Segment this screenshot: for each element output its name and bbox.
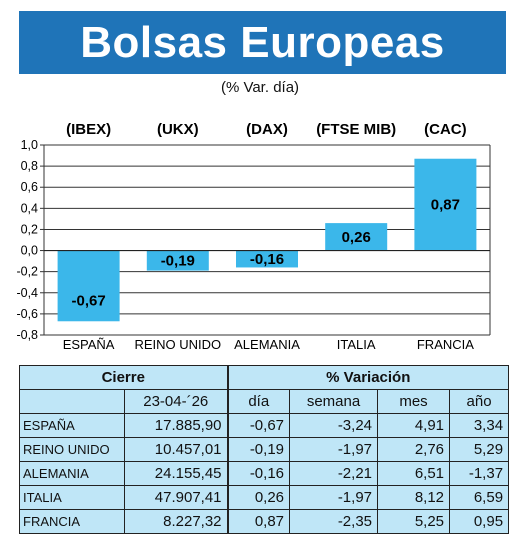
header-date: 23-04-´26 (123, 389, 229, 414)
row-close: 17.885,90 (123, 413, 229, 438)
row-dia: -0,19 (226, 437, 291, 462)
table-row: ESPAÑA 17.885,90 -0,67 -3,24 4,91 3,34 (19, 413, 510, 438)
title-banner: Bolsas Europeas (19, 11, 506, 74)
table-column-header-row: 23-04-´26 día semana mes año (19, 389, 510, 414)
row-close: 8.227,32 (123, 509, 229, 534)
index-label: (FTSE MIB) (316, 121, 396, 138)
index-label: (IBEX) (66, 121, 111, 138)
table-row: ALEMANIA 24.155,45 -0,16 -2,21 6,51 -1,3… (19, 461, 510, 486)
y-tick-label: -0,2 (16, 265, 38, 279)
row-close: 47.907,41 (123, 485, 229, 510)
x-category-label: ITALIA (337, 337, 376, 352)
header-cierre: Cierre (18, 365, 229, 390)
row-semana: -1,97 (289, 437, 379, 462)
row-dia: -0,16 (226, 461, 291, 486)
bar (146, 250, 209, 271)
row-mes: 8,12 (377, 485, 451, 510)
x-category-label: REINO UNIDO (134, 337, 221, 352)
quotes-table: Cierre % Variación 23-04-´26 día semana … (18, 365, 510, 534)
table-row: REINO UNIDO 10.457,01 -0,19 -1,97 2,76 5… (19, 437, 510, 462)
row-country: FRANCIA (19, 509, 125, 534)
index-label: (DAX) (246, 121, 288, 138)
row-semana: -2,35 (289, 509, 379, 534)
row-dia: 0,26 (226, 485, 291, 510)
y-tick-label: 0,0 (21, 244, 38, 258)
row-mes: 4,91 (377, 413, 451, 438)
header-dia: día (226, 389, 291, 414)
page-title: Bolsas Europeas (80, 17, 445, 67)
y-tick-label: 0,8 (21, 159, 38, 173)
bar-value-label: -0,16 (250, 251, 284, 268)
header-variacion: % Variación (226, 365, 510, 390)
index-label: (UKX) (157, 121, 199, 138)
bar (414, 158, 477, 251)
row-semana: -2,21 (289, 461, 379, 486)
row-country: REINO UNIDO (19, 437, 125, 462)
row-mes: 6,51 (377, 461, 451, 486)
row-country: ESPAÑA (19, 413, 125, 438)
row-semana: -3,24 (289, 413, 379, 438)
y-tick-label: -0,4 (16, 286, 38, 300)
y-tick-label: 0,4 (21, 201, 38, 215)
row-mes: 2,76 (377, 437, 451, 462)
row-anio: 5,29 (449, 437, 510, 462)
row-dia: 0,87 (226, 509, 291, 534)
row-anio: 0,95 (449, 509, 510, 534)
row-anio: -1,37 (449, 461, 510, 486)
row-dia: -0,67 (226, 413, 291, 438)
table-row: FRANCIA 8.227,32 0,87 -2,35 5,25 0,95 (19, 509, 510, 534)
index-label: (CAC) (424, 121, 467, 138)
y-tick-label: 1,0 (21, 138, 38, 152)
table-row: ITALIA 47.907,41 0,26 -1,97 8,12 6,59 (19, 485, 510, 510)
table-group-header-row: Cierre % Variación (18, 365, 510, 390)
y-tick-label: 0,6 (21, 180, 38, 194)
y-tick-label: -0,8 (16, 328, 38, 342)
header-anio: año (449, 389, 510, 414)
y-tick-label: 0,2 (21, 222, 38, 236)
x-category-label: ESPAÑA (63, 337, 115, 352)
header-mes: mes (377, 389, 451, 414)
row-country: ALEMANIA (19, 461, 125, 486)
bar (325, 223, 388, 251)
bar (236, 250, 298, 268)
bar-value-label: 0,26 (342, 229, 371, 246)
row-anio: 3,34 (449, 413, 510, 438)
y-tick-label: -0,6 (16, 307, 38, 321)
row-close: 10.457,01 (123, 437, 229, 462)
x-category-label: FRANCIA (417, 337, 474, 352)
bar-value-label: -0,67 (71, 292, 105, 309)
chart-subtitle: (% Var. día) (220, 79, 300, 96)
bar-value-label: -0,19 (161, 253, 195, 270)
row-semana: -1,97 (289, 485, 379, 510)
x-category-label: ALEMANIA (234, 337, 300, 352)
row-close: 24.155,45 (123, 461, 229, 486)
bar-value-label: 0,87 (431, 197, 460, 214)
row-mes: 5,25 (377, 509, 451, 534)
bar-chart: 1,0 0,8 0,6 0,4 0,2 0,0 -0,2 -0,4 -0,6 -0,8 -0,67 (… (16, 121, 491, 352)
header-empty-cell (19, 389, 125, 414)
header-semana: semana (289, 389, 379, 414)
row-country: ITALIA (19, 485, 125, 510)
bar (57, 250, 120, 322)
row-anio: 6,59 (449, 485, 510, 510)
